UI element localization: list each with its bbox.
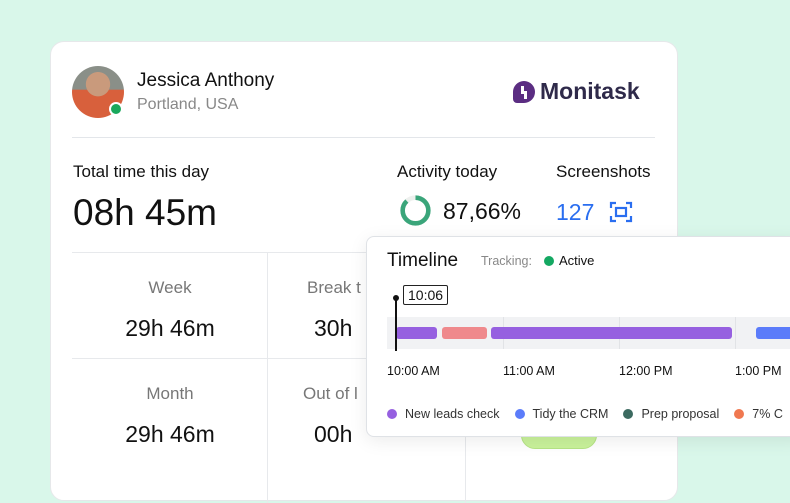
total-time-label: Total time this day: [73, 162, 210, 181]
user-name: Jessica Anthony: [137, 70, 275, 91]
out-of-label: Out of l: [303, 384, 358, 403]
task-bar-new-leads[interactable]: [491, 327, 732, 339]
timeline-legend: New leads check Tidy the CRM Prep propos…: [387, 407, 783, 421]
tracking-label: Tracking:: [481, 254, 532, 268]
timeline-title: Timeline: [387, 250, 459, 271]
task-bar-break[interactable]: [442, 327, 487, 339]
legend-dot-icon: [734, 409, 745, 419]
break-value: 30h: [314, 315, 353, 341]
timeline-panel: Timeline Tracking: Active 10:06 10:00 AM…: [366, 236, 790, 437]
legend-item: Prep proposal: [623, 407, 719, 421]
legend-label: 7% C: [752, 407, 783, 421]
legend-dot-icon: [514, 409, 525, 419]
timeline-track[interactable]: [387, 317, 790, 349]
task-bar-tidy-crm[interactable]: [756, 327, 790, 339]
month-value: 29h 46m: [125, 421, 215, 447]
tracking-status: Active: [559, 253, 595, 268]
user-location: Portland, USA: [137, 96, 239, 113]
legend-label: Tidy the CRM: [532, 407, 609, 421]
activity-value: 87,66%: [443, 198, 522, 224]
week-value: 29h 46m: [125, 315, 215, 341]
activity-ring-icon: [400, 195, 431, 226]
legend-dot-icon: [623, 409, 634, 419]
break-label: Break t: [307, 278, 361, 297]
screenshot-icon[interactable]: [609, 201, 633, 223]
total-time-value: 08h 45m: [73, 192, 217, 233]
cursor-time-box: 10:06: [403, 285, 449, 305]
legend-label: Prep proposal: [641, 407, 720, 421]
legend-item: New leads check: [387, 407, 500, 421]
legend-item: Tidy the CRM: [514, 407, 609, 421]
divider: [72, 137, 655, 138]
week-label: Week: [148, 278, 192, 297]
active-status-dot: [544, 256, 554, 266]
tick-label: 1:00 PM: [735, 364, 782, 378]
brand-name: Monitask: [540, 78, 640, 104]
tick-label: 11:00 AM: [503, 364, 555, 378]
screenshots-label: Screenshots: [556, 162, 651, 181]
time-cursor[interactable]: [395, 297, 397, 351]
legend-item: 7% C: [734, 407, 783, 421]
screenshots-count[interactable]: 127: [556, 199, 595, 225]
tick-label: 10:00 AM: [387, 364, 440, 378]
gridline: [735, 317, 736, 349]
brand-logo: Monitask: [513, 78, 640, 105]
out-of-value: 00h: [314, 421, 353, 447]
online-status-dot: [109, 102, 123, 116]
legend-dot-icon: [387, 409, 397, 419]
tick-label: 12:00 PM: [619, 364, 673, 378]
task-bar-new-leads[interactable]: [396, 327, 437, 339]
activity-label: Activity today: [397, 162, 498, 181]
legend-label: New leads check: [405, 407, 500, 421]
clock-logo-icon: [513, 80, 535, 103]
month-label: Month: [146, 384, 194, 403]
divider: [267, 253, 268, 503]
